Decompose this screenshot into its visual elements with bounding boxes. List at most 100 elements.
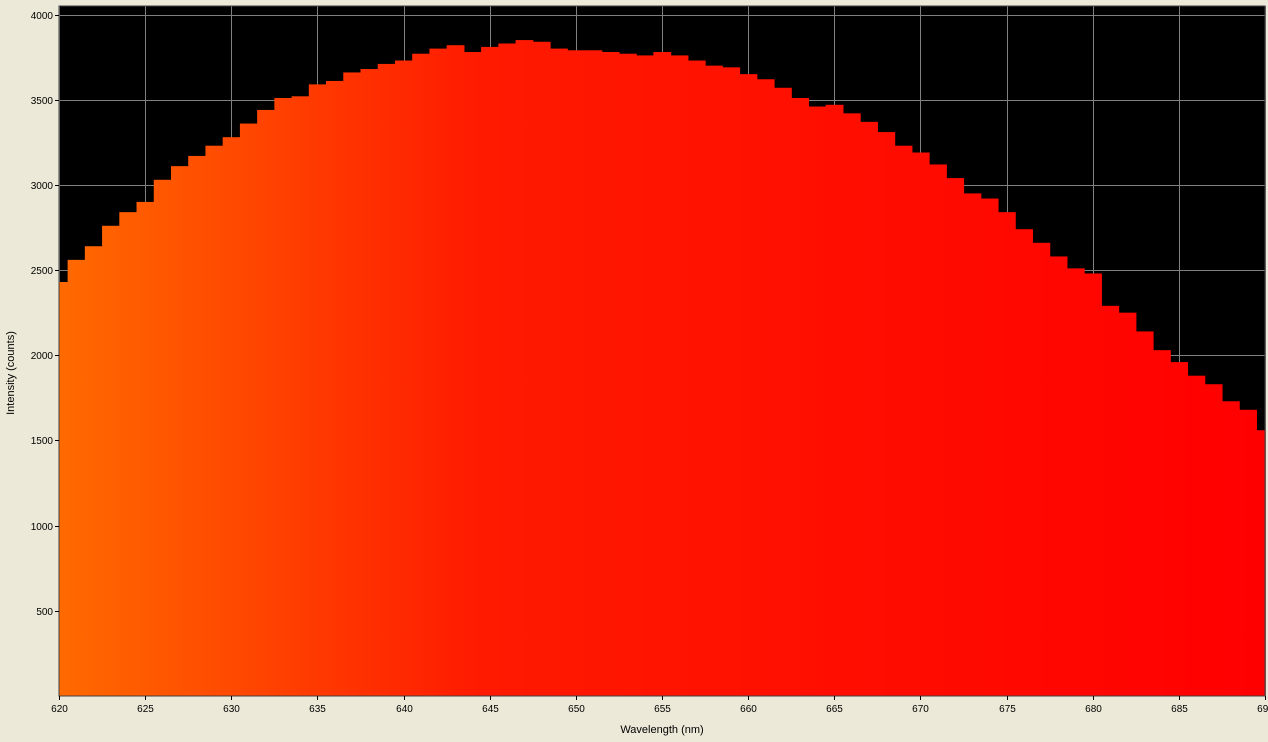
spectrum-bar	[153, 179, 172, 696]
spectrum-bar	[584, 50, 603, 697]
spectrum-bar	[1135, 331, 1154, 696]
spectrum-bar	[1015, 229, 1034, 696]
spectrum-bar	[773, 87, 792, 697]
y-tick-label: 4000	[31, 11, 54, 22]
spectrum-bar	[997, 212, 1016, 697]
spectrum-bar	[860, 121, 878, 696]
y-tick-label: 3500	[31, 96, 54, 107]
spectrum-bar	[394, 60, 413, 697]
spectrum-bar	[946, 178, 965, 696]
y-axis-label: Intensity (counts)	[5, 331, 17, 415]
spectrum-bar	[756, 79, 775, 696]
spectrum-bar	[239, 123, 258, 697]
spectrum-bar	[1084, 273, 1102, 696]
spectrum-bar	[1118, 312, 1137, 696]
spectrum-bar	[119, 212, 138, 697]
spectrum-bar	[705, 65, 723, 696]
spectrum-bar	[429, 48, 448, 697]
spectrum-bar	[670, 55, 689, 696]
spectrum-bar	[59, 282, 69, 696]
spectrum-bar	[791, 98, 810, 696]
x-tick-label: 690	[1257, 704, 1268, 715]
y-tick-label: 2000	[31, 351, 54, 362]
spectrum-bar	[360, 69, 379, 696]
spectrum-bar	[687, 60, 706, 697]
spectrum-bar	[842, 113, 861, 697]
x-axis-ticks: 620 625 630 635 640 645 650 655 660 665 670 675 680 6…	[51, 696, 1268, 715]
spectrum-bar	[136, 201, 155, 697]
x-tick-label: 625	[137, 704, 154, 715]
spectrum-bar	[377, 63, 396, 697]
spectrum-bar	[980, 198, 999, 696]
y-tick-label: 1000	[31, 522, 54, 533]
spectrum-bar	[308, 84, 327, 697]
spectrum-bar	[463, 52, 482, 696]
spectrum-bar	[532, 41, 551, 697]
spectrum-bar	[601, 52, 620, 696]
spectrum-bar	[170, 166, 189, 697]
x-tick-label: 670	[912, 704, 929, 715]
y-tick-label: 3000	[31, 181, 54, 192]
spectrum-bar	[963, 193, 982, 696]
spectrum-bar	[1153, 350, 1171, 696]
spectrum-bar	[257, 109, 275, 697]
spectrum-bar	[1256, 430, 1266, 696]
x-tick-label: 655	[654, 704, 671, 715]
spectrum-bar	[326, 80, 344, 697]
spectrum-bar	[567, 50, 586, 697]
x-tick-label: 630	[223, 704, 240, 715]
x-tick-label: 680	[1085, 704, 1102, 715]
spectrum-bar	[877, 132, 896, 696]
spectrum-bar	[1101, 305, 1120, 696]
spectrum-bar	[1066, 268, 1085, 696]
spectrum-bar	[929, 164, 947, 696]
y-tick-label: 1500	[31, 436, 54, 447]
spectrum-bar	[205, 145, 224, 696]
spectrum-bar	[515, 40, 534, 696]
spectrum-bar	[1204, 384, 1223, 696]
x-tick-label: 650	[568, 704, 585, 715]
spectrum-bar	[1170, 362, 1189, 696]
spectrum-bar	[291, 96, 310, 697]
spectrum-bar	[894, 145, 913, 696]
spectrum-bar	[412, 53, 431, 696]
x-tick-label: 685	[1171, 704, 1188, 715]
spectrum-bar	[102, 225, 120, 696]
y-axis-ticks: 500 1000 1500 2000 2500 3000 3500 4000	[31, 11, 59, 618]
spectrum-bar	[1049, 256, 1068, 696]
x-tick-label: 640	[396, 704, 413, 715]
spectrum-bar	[222, 137, 241, 696]
spectrum-bar	[498, 43, 517, 696]
spectrum-bar	[739, 74, 758, 697]
spectrum-bar	[722, 67, 741, 697]
spectrum-bar	[653, 52, 672, 696]
spectrum-bar	[481, 46, 499, 696]
spectrum-bar	[1032, 242, 1051, 696]
spectrum-bar	[550, 48, 568, 697]
x-tick-label: 660	[740, 704, 757, 715]
spectrum-bar	[274, 98, 293, 696]
spectrum-bar	[67, 259, 86, 696]
spectrum-bar	[1239, 409, 1257, 696]
spectrum-bar	[825, 104, 844, 696]
spectrum-series	[59, 40, 1266, 697]
spectrum-bar	[1221, 401, 1240, 696]
y-tick-label: 500	[36, 607, 53, 618]
x-tick-label: 635	[309, 704, 326, 715]
x-tick-label: 675	[999, 704, 1016, 715]
spectrum-bar	[1187, 375, 1206, 696]
spectrum-bar	[636, 55, 654, 696]
spectrum-bar	[188, 155, 207, 697]
spectrum-bar	[911, 152, 930, 696]
x-tick-label: 645	[482, 704, 499, 715]
x-axis-label: Wavelength (nm)	[620, 724, 703, 736]
spectrum-bar	[618, 53, 637, 696]
spectrum-bar	[446, 45, 465, 697]
x-tick-label: 665	[826, 704, 843, 715]
spectrum-bar	[808, 106, 827, 697]
spectrum-bar	[343, 72, 362, 696]
x-tick-label: 620	[51, 704, 68, 715]
spectrum-bar	[84, 246, 103, 696]
y-tick-label: 2500	[31, 266, 54, 277]
